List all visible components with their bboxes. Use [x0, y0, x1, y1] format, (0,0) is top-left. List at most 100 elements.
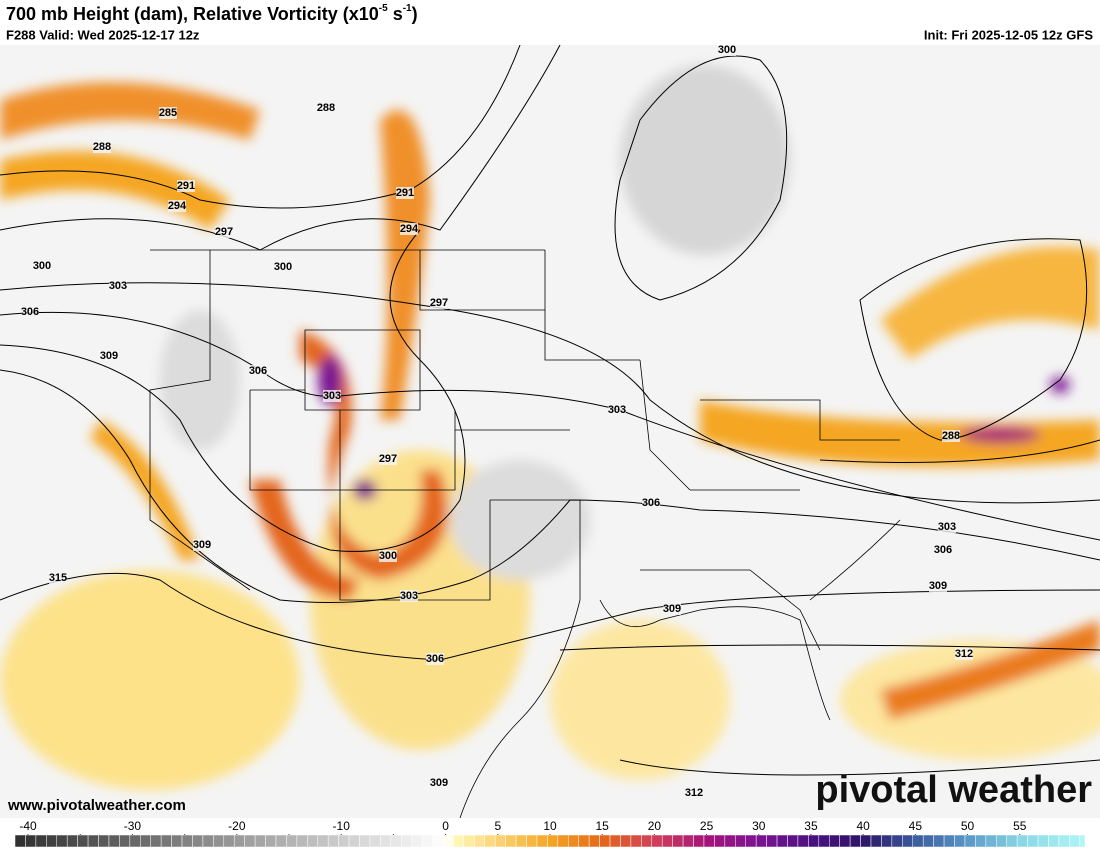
- colorbar-segment: [985, 834, 997, 848]
- colorbar-segment: [568, 834, 579, 848]
- contour-label-bg: [159, 107, 177, 119]
- colorbar-segment: [1069, 834, 1081, 848]
- colorbar-segment: [56, 834, 68, 848]
- contour-label: 291: [177, 180, 195, 192]
- colorbar-segment: [547, 834, 559, 848]
- colorbar-tick-label: -40: [19, 819, 37, 833]
- colorbar-segment: [119, 834, 131, 848]
- colorbar-segment: [359, 834, 371, 848]
- contour-label-bg: [379, 453, 397, 465]
- colorbar-segment: [296, 834, 308, 848]
- colorbar-segment: [98, 834, 110, 848]
- colorbar-segment: [505, 834, 517, 848]
- colorbar-segment: [233, 834, 245, 848]
- title-sup: -1: [403, 3, 412, 14]
- colorbar-tick-label: 25: [700, 819, 714, 833]
- contour-label-bg: [93, 141, 111, 153]
- colorbar-tick-label: 5: [494, 819, 501, 833]
- colorbar-segment: [442, 834, 454, 848]
- contour-label-bg: [109, 280, 127, 292]
- colorbar-segment: [787, 834, 799, 848]
- colorbar-segment: [891, 834, 903, 848]
- colorbar-segment: [943, 834, 955, 848]
- colorbar-segment: [1037, 834, 1049, 848]
- contour-label-bg: [400, 223, 418, 235]
- contour-label: 303: [608, 404, 626, 416]
- contour-label: 297: [215, 226, 233, 238]
- contour-label-bg: [685, 787, 703, 799]
- contour-label-bg: [942, 430, 960, 442]
- colorbar-segment: [641, 834, 653, 848]
- contour-label-bg: [642, 497, 660, 509]
- colorbar-segment: [588, 834, 600, 848]
- colorbar-segment: [14, 834, 26, 848]
- colorbar-segment: [954, 834, 966, 848]
- website: www.pivotalweather.com: [7, 797, 186, 814]
- contour-label-bg: [33, 260, 51, 272]
- colorbar-segment: [327, 834, 339, 848]
- colorbar-segment: [609, 834, 621, 848]
- contour-label-bg: [317, 102, 335, 114]
- colorbar-segment: [286, 834, 298, 848]
- contour-label-bg: [274, 261, 292, 273]
- colorbar-segment: [348, 834, 360, 848]
- colorbar-segment: [1048, 834, 1060, 848]
- colorbar-segment: [996, 834, 1007, 848]
- colorbar-segment: [474, 834, 486, 848]
- colorbar-segment: [1027, 834, 1039, 848]
- colorbar-segment: [307, 834, 318, 848]
- contour-label: 300: [718, 44, 736, 56]
- contour-label-bg: [955, 648, 973, 660]
- contour-label-bg: [215, 226, 233, 238]
- contour-label-bg: [177, 180, 195, 192]
- colorbar-tick-label: 0: [442, 819, 449, 833]
- contour-label-bg: [929, 580, 947, 592]
- colorbar-segment: [254, 834, 266, 848]
- colorbar-segment: [745, 834, 757, 848]
- contour-label-bg: [663, 603, 681, 615]
- contour-label-bg: [323, 390, 341, 402]
- colorbar-segment: [735, 834, 746, 848]
- colorbar-segment: [630, 834, 642, 848]
- colorbar-segment: [755, 834, 767, 848]
- colorbar-tick-label: 50: [961, 819, 975, 833]
- colorbar-segment: [797, 834, 809, 848]
- colorbar-segment: [578, 834, 590, 848]
- title-text: 700 mb Height (dam), Relative Vorticity …: [6, 4, 379, 24]
- colorbar-segment: [484, 834, 496, 848]
- colorbar-segment: [1079, 834, 1086, 848]
- valid-time: F288 Valid: Wed 2025-12-17 12z: [6, 27, 200, 42]
- colorbar-segment: [881, 834, 893, 848]
- colorbar-segment: [108, 834, 120, 848]
- colorbar-segment: [1058, 834, 1070, 848]
- height-contours: [0, 45, 1100, 776]
- contour-label: 306: [642, 497, 660, 509]
- contour-label-bg: [249, 365, 267, 377]
- colorbar-segment: [828, 834, 840, 848]
- colorbar-segment: [171, 834, 183, 848]
- colorbar-segment: [860, 834, 872, 848]
- colorbar-segment: [87, 834, 99, 848]
- contour-label: 312: [955, 648, 973, 660]
- colorbar-segment: [922, 834, 934, 848]
- colorbar-segment: [724, 834, 736, 848]
- colorbar-segment: [776, 834, 788, 848]
- colorbar-segment: [975, 834, 987, 848]
- colorbar-segment: [515, 834, 527, 848]
- colorbar-segment: [463, 834, 475, 848]
- contour-label-bg: [430, 777, 448, 789]
- colorbar-segment: [682, 834, 694, 848]
- colorbar-segment: [1016, 834, 1028, 848]
- colorbar-segment: [672, 834, 684, 848]
- colorbar-tick-label: 20: [648, 819, 662, 833]
- colorbar-segment: [432, 834, 444, 848]
- colorbar-segment: [244, 834, 256, 848]
- contour-label: 315: [49, 572, 67, 584]
- logo: pivotal weather: [815, 769, 1092, 811]
- colorbar-segment: [536, 834, 548, 848]
- contour-label: 309: [929, 580, 947, 592]
- colorbar-tick-label: -30: [124, 819, 142, 833]
- colorbar-segment: [808, 834, 820, 848]
